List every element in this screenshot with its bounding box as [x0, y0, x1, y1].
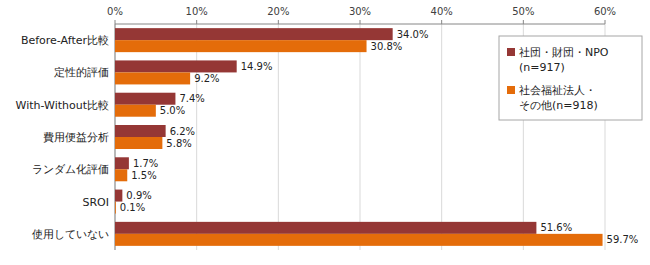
chart-svg: 0% 10% 20% 30% 40% 50% 60% 34.0%30.8% 14.9% 9.2% 7…: [0, 0, 650, 265]
legend-label: 社団・財団・NPO(n=917): [519, 46, 609, 74]
bar: [115, 93, 175, 105]
data-label: 14.9%: [241, 61, 273, 72]
legend-label: 社会福祉法人・その他(n=918): [519, 84, 598, 112]
data-label: 7.4%: [179, 93, 204, 104]
bar: [115, 40, 367, 52]
legend-swatch: [507, 48, 515, 56]
x-axis-line: [115, 24, 605, 25]
tick-mark: [360, 20, 361, 24]
bar: [115, 157, 129, 169]
data-label: 34.0%: [397, 29, 429, 40]
bar: [115, 137, 162, 149]
bar: [115, 28, 393, 40]
tick-mark: [196, 20, 197, 24]
data-label: 9.2%: [194, 73, 219, 84]
tick-mark: [441, 20, 442, 24]
tick-label: 60%: [594, 6, 616, 17]
category-label: Before-After比較: [21, 34, 109, 47]
legend-swatch: [507, 86, 515, 94]
bar: [115, 202, 116, 214]
grid-line: [196, 24, 197, 250]
category-label: 定性的評価: [54, 66, 109, 79]
chart-container: 0% 10% 20% 30% 40% 50% 60% 34.0%30.8% 14.9% 9.2% 7…: [0, 0, 650, 265]
data-label: 0.1%: [120, 202, 145, 213]
grid-line: [441, 24, 442, 250]
category-label: 使用していない: [32, 228, 109, 241]
tick-label: 30%: [349, 6, 371, 17]
bar: [115, 72, 190, 84]
data-label: 5.0%: [160, 105, 185, 116]
data-label: 6.2%: [170, 126, 195, 137]
grid-line: [278, 24, 279, 250]
bars: [115, 28, 603, 246]
category-label: With-Without比較: [16, 99, 110, 112]
tick-mark: [605, 20, 606, 24]
tick-mark: [278, 20, 279, 24]
tick-label: 0%: [107, 6, 123, 17]
grid-line: [360, 24, 361, 250]
bar: [115, 60, 237, 72]
category-label: 費用便益分析: [43, 131, 109, 144]
bar: [115, 105, 156, 117]
bar: [115, 234, 603, 246]
labels: 34.0%30.8% 14.9% 9.2% 7.4%5.0% 6.2%5.8% 1.7%1…: [120, 29, 639, 246]
legend: 社団・財団・NPO(n=917) 社会福祉法人・その他(n=918): [499, 36, 642, 120]
data-label: 59.7%: [607, 234, 639, 245]
tick-label: 20%: [267, 6, 289, 17]
bar: [115, 169, 127, 181]
bar: [115, 190, 122, 202]
bar: [115, 222, 536, 234]
category-label: ランダム化評価: [32, 163, 109, 176]
tick-label: 50%: [512, 6, 534, 17]
legend-box: [499, 36, 642, 120]
bar: [115, 125, 166, 137]
category-label: SROI: [82, 196, 109, 209]
tick-mark: [115, 20, 116, 24]
data-label: 1.5%: [131, 170, 156, 181]
data-label: 1.7%: [133, 158, 158, 169]
tick-label: 40%: [431, 6, 453, 17]
tick-label: 10%: [186, 6, 208, 17]
data-label: 0.9%: [126, 190, 151, 201]
data-label: 51.6%: [540, 222, 572, 233]
data-label: 30.8%: [371, 41, 403, 52]
data-label: 5.8%: [166, 138, 191, 149]
tick-mark: [523, 20, 524, 24]
